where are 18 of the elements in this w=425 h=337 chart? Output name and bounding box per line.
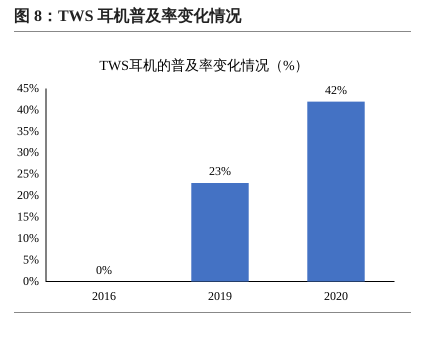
y-tick-label: 20% (16, 188, 39, 202)
y-tick-label: 15% (16, 209, 39, 224)
chart-subtitle: TWS耳机的普及率变化情况（%） (99, 57, 309, 74)
y-tick-label: 5% (22, 252, 39, 266)
x-tick-label: 2020 (324, 288, 348, 303)
y-tick-label: 25% (16, 166, 39, 181)
data-label: 23% (209, 164, 231, 178)
y-tick-label: 35% (16, 124, 39, 138)
y-tick-label: 10% (16, 230, 39, 245)
y-tick-label: 30% (16, 145, 39, 160)
x-tick-label: 2019 (208, 288, 232, 303)
chart-title: 图 8：TWS 耳机普及率变化情况 (14, 6, 411, 32)
y-tick-label: 40% (16, 102, 39, 116)
data-label: 42% (325, 82, 347, 97)
y-tick-label: 45% (16, 80, 39, 95)
data-label: 0% (96, 262, 112, 277)
y-tick-label: 0% (22, 274, 39, 288)
x-tick-label: 2016 (92, 288, 116, 303)
